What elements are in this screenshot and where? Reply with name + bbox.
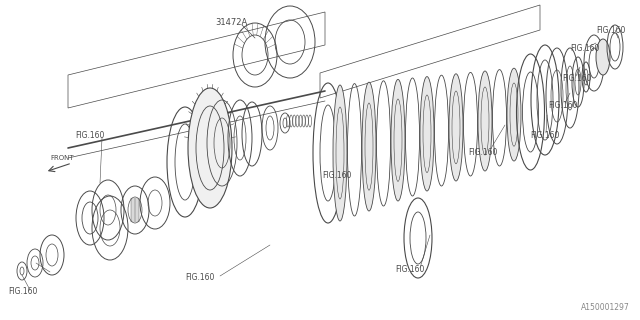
Text: FIG.160: FIG.160 [530,131,559,140]
Text: FRONT: FRONT [50,155,74,161]
Ellipse shape [333,85,347,221]
Ellipse shape [420,76,434,191]
Text: A150001297: A150001297 [581,303,630,312]
Text: FIG.160: FIG.160 [596,26,625,35]
Ellipse shape [188,88,232,208]
Text: FIG.160: FIG.160 [548,100,577,109]
Ellipse shape [596,39,610,75]
Text: 31472A: 31472A [215,18,247,27]
Text: FIG.160: FIG.160 [8,286,37,295]
Text: FIG.160: FIG.160 [185,274,214,283]
Text: FIG.160: FIG.160 [395,266,424,275]
Text: FIG.160: FIG.160 [562,74,591,83]
Ellipse shape [478,71,492,171]
Text: FIG.160: FIG.160 [75,131,104,140]
Ellipse shape [449,74,463,181]
Text: FIG.160: FIG.160 [468,148,497,156]
Text: FIG.160: FIG.160 [570,44,600,52]
Ellipse shape [507,68,521,161]
Ellipse shape [391,79,405,201]
Ellipse shape [362,82,376,211]
Text: FIG.160: FIG.160 [322,171,351,180]
